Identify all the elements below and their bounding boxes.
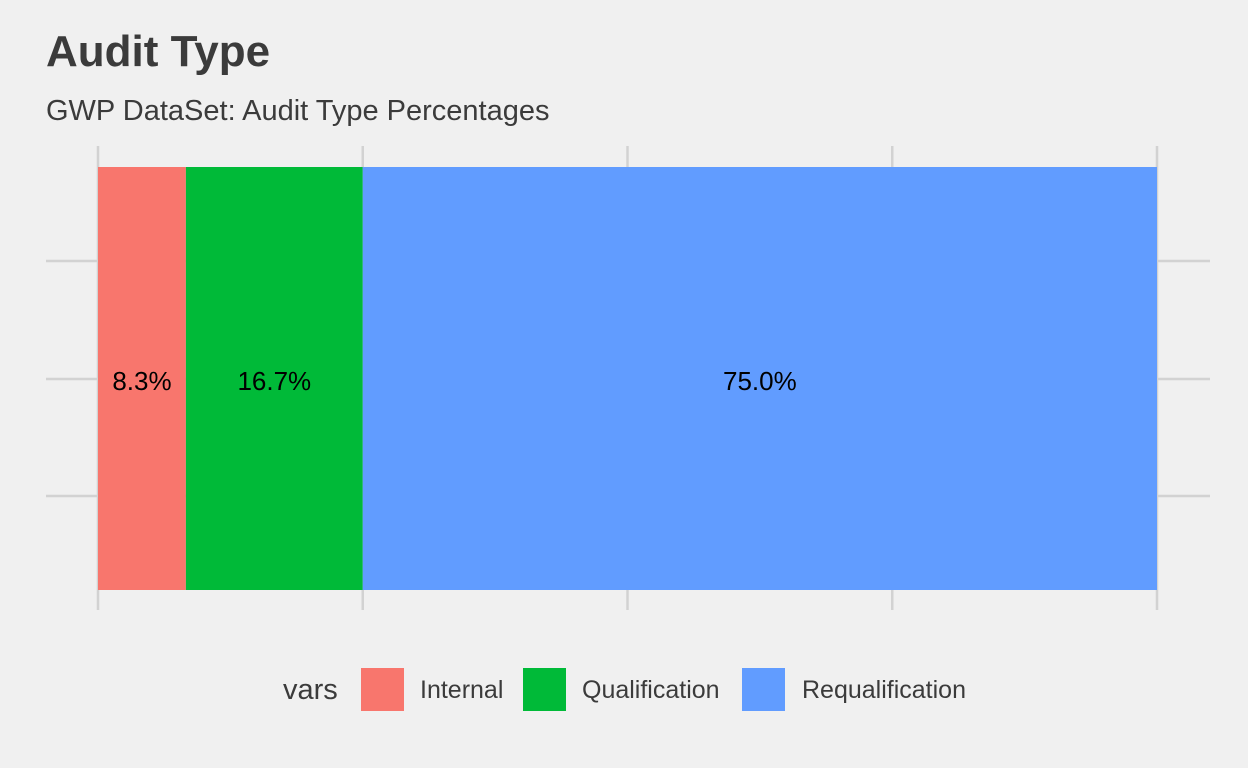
legend: vars Internal Qualification Requalificat… <box>0 668 1248 712</box>
data-label-requalification: 75.0% <box>723 366 797 396</box>
legend-label-requalification: Requalification <box>802 676 966 704</box>
bar-segments <box>98 167 1157 590</box>
data-labels: 8.3% 16.7% 75.0% <box>112 366 796 396</box>
chart-title: Audit Type <box>46 27 271 76</box>
data-label-qualification: 16.7% <box>237 366 311 396</box>
bar-segment-internal <box>98 167 186 590</box>
legend-label-internal: Internal <box>420 676 504 704</box>
legend-title: vars <box>283 674 338 706</box>
bar-segment-qualification <box>185 167 363 590</box>
chart-subtitle: GWP DataSet: Audit Type Percentages <box>46 95 550 127</box>
legend-key-internal <box>361 668 404 711</box>
legend-key-requalification <box>742 668 785 711</box>
legend-key-qualification <box>523 668 566 711</box>
legend-label-qualification: Qualification <box>582 676 720 704</box>
bar-segment-requalification <box>362 167 1157 590</box>
data-label-internal: 8.3% <box>112 366 171 396</box>
